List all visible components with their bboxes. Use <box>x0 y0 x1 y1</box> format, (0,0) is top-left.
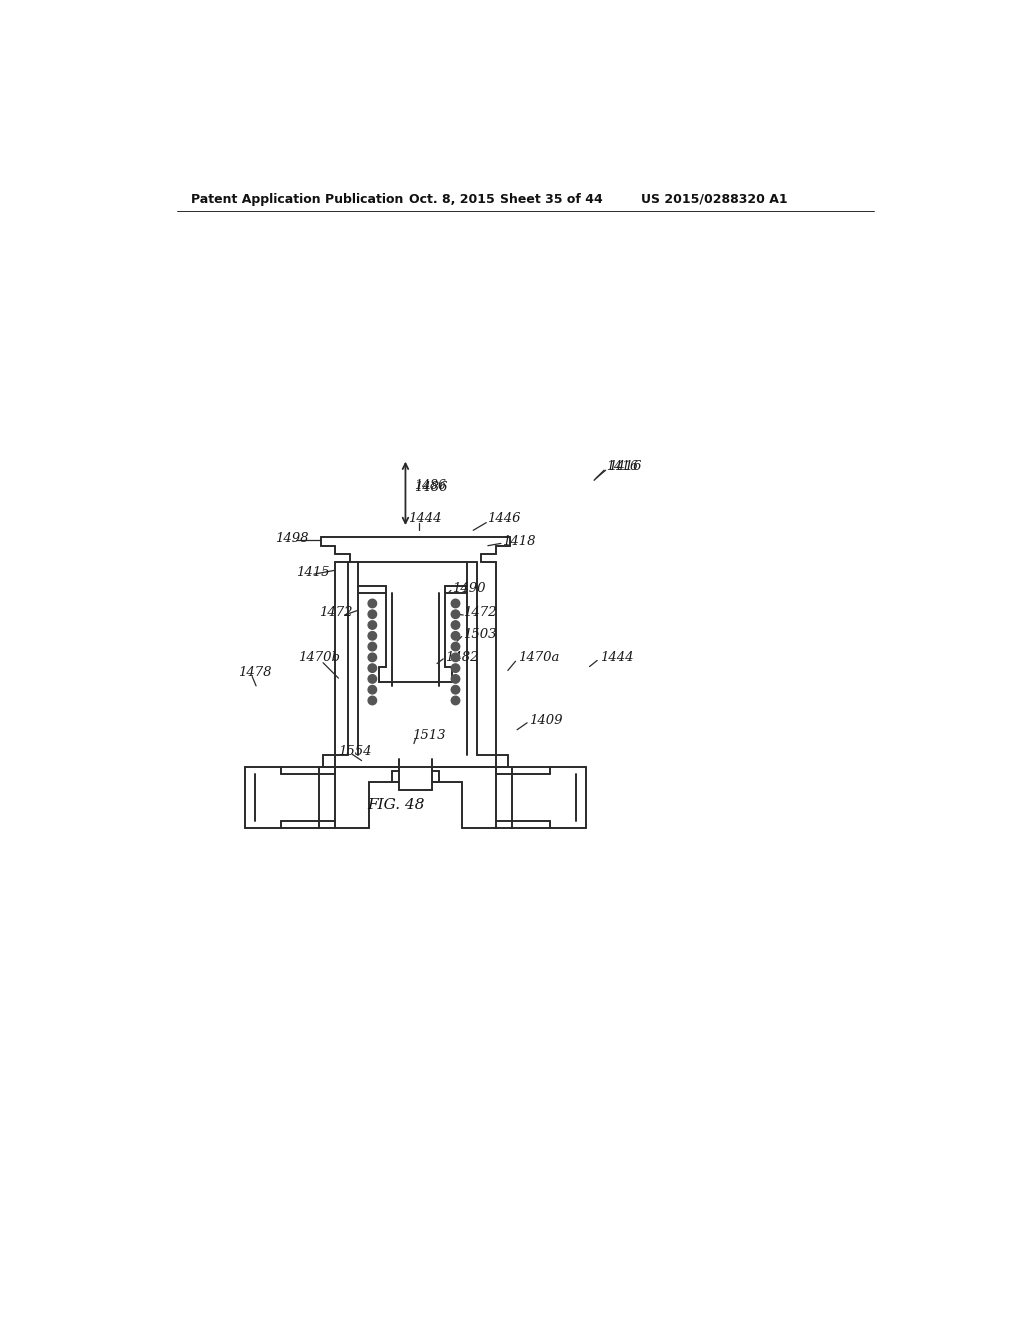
Circle shape <box>452 664 460 672</box>
Text: 1498: 1498 <box>275 532 309 545</box>
Text: 1482: 1482 <box>444 651 478 664</box>
Circle shape <box>368 599 377 607</box>
Circle shape <box>368 610 377 619</box>
Circle shape <box>368 696 377 705</box>
Text: 1444: 1444 <box>600 651 634 664</box>
Text: 1409: 1409 <box>529 714 563 727</box>
Text: 1472: 1472 <box>463 606 497 619</box>
Text: 1503: 1503 <box>463 628 497 640</box>
Circle shape <box>368 653 377 661</box>
Circle shape <box>452 631 460 640</box>
Circle shape <box>452 653 460 661</box>
Text: 1486: 1486 <box>414 479 445 492</box>
Circle shape <box>452 620 460 630</box>
Circle shape <box>452 675 460 684</box>
Text: 1416: 1416 <box>608 459 641 473</box>
Circle shape <box>368 664 377 672</box>
Circle shape <box>368 643 377 651</box>
Text: 1418: 1418 <box>502 536 536 548</box>
Text: FIG. 48: FIG. 48 <box>368 799 425 812</box>
Circle shape <box>368 675 377 684</box>
Text: Oct. 8, 2015: Oct. 8, 2015 <box>410 193 495 206</box>
Text: 1415: 1415 <box>296 566 330 579</box>
Text: 1416: 1416 <box>606 459 638 473</box>
Text: 1472: 1472 <box>319 606 352 619</box>
Circle shape <box>368 685 377 694</box>
Circle shape <box>368 620 377 630</box>
Text: 1490: 1490 <box>453 582 486 594</box>
Text: 1478: 1478 <box>239 667 271 680</box>
Text: US 2015/0288320 A1: US 2015/0288320 A1 <box>641 193 787 206</box>
Text: Sheet 35 of 44: Sheet 35 of 44 <box>500 193 603 206</box>
Text: 1470a: 1470a <box>518 651 559 664</box>
Circle shape <box>452 610 460 619</box>
Text: 1486: 1486 <box>414 480 447 494</box>
Circle shape <box>452 696 460 705</box>
Text: 1513: 1513 <box>412 730 445 742</box>
Circle shape <box>452 685 460 694</box>
Text: Patent Application Publication: Patent Application Publication <box>190 193 403 206</box>
Circle shape <box>452 599 460 607</box>
Circle shape <box>368 631 377 640</box>
Text: 1444: 1444 <box>408 512 441 525</box>
Text: 1446: 1446 <box>487 512 520 525</box>
Circle shape <box>452 643 460 651</box>
Text: 1554: 1554 <box>339 744 372 758</box>
Text: 1470b: 1470b <box>298 651 340 664</box>
